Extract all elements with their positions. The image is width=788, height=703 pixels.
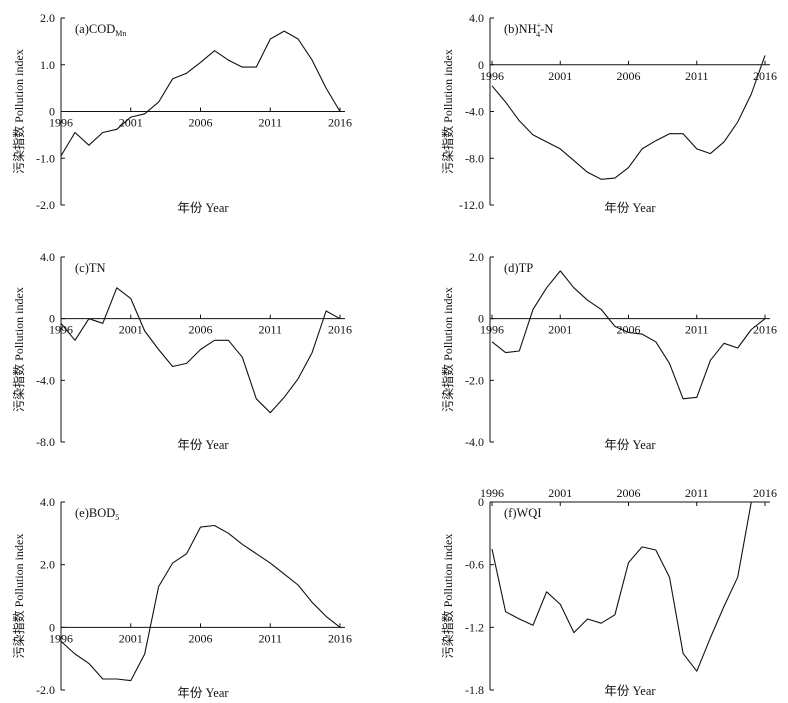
y-tick-label: -12.0 (459, 198, 484, 212)
y-tick-label: 4.0 (469, 11, 484, 25)
x-axis-title: 年份 Year (604, 684, 656, 698)
y-tick-label: 0 (478, 495, 484, 509)
x-tick-label: 2011 (685, 323, 709, 337)
panel-label: (a)CODMn (75, 22, 126, 38)
series-line (60, 524, 341, 682)
y-axis-title: 污染指数 Pollution index (440, 287, 455, 412)
panel-label: (b)NH+ 4-N (504, 21, 553, 39)
panel-a-cod-mn: 2.0 1.0 0 -1.0 -2.0 1996 2001 2006 2011 2016 (a)CO… (11, 11, 352, 215)
y-axis-title: 污染指数 Pollution index (440, 49, 455, 174)
x-axis-title: 年份 Year (177, 438, 229, 452)
x-tick-label: 1996 (49, 116, 73, 130)
y-axis-title: 污染指数 Pollution index (11, 49, 26, 174)
x-tick-label: 2016 (753, 486, 777, 500)
series-line (491, 270, 766, 400)
x-tick-label: 2016 (753, 323, 777, 337)
x-tick-label: 2011 (258, 323, 282, 337)
x-axis-title: 年份 Year (604, 201, 656, 215)
y-tick-label: -2.0 (36, 198, 55, 212)
y-tick-label: 0 (49, 312, 55, 326)
y-tick-label: -1.0 (36, 151, 55, 165)
y-tick-label: -4.0 (465, 105, 484, 119)
y-tick-label: 4.0 (40, 250, 55, 264)
y-tick-label: -0.6 (465, 558, 484, 572)
panel-e-bod5: 4.0 2.0 0 -2.0 1996 2001 2006 2011 2016 (e)BOD5 年份… (11, 495, 352, 700)
y-tick-label: -8.0 (36, 435, 55, 449)
x-tick-label: 1996 (480, 323, 504, 337)
x-tick-label: 2011 (685, 69, 709, 83)
series-line (491, 55, 766, 180)
x-tick-label: 2001 (548, 69, 572, 83)
x-tick-label: 2006 (189, 116, 213, 130)
x-tick-label: 2006 (189, 323, 213, 337)
x-tick-label: 2006 (617, 486, 641, 500)
panel-label: (d)TP (504, 261, 533, 275)
y-tick-label: 4.0 (40, 495, 55, 509)
x-tick-label: 2016 (328, 323, 352, 337)
y-tick-label: -4.0 (465, 435, 484, 449)
x-tick-label: 2001 (548, 486, 572, 500)
x-tick-label: 1996 (480, 69, 504, 83)
panel-label: (c)TN (75, 261, 106, 275)
y-tick-label: 2.0 (469, 250, 484, 264)
x-tick-label: 2001 (119, 631, 143, 645)
x-tick-label: 2016 (328, 631, 352, 645)
x-tick-label: 2001 (119, 116, 143, 130)
x-tick-label: 1996 (49, 323, 73, 337)
series-line (60, 287, 341, 414)
y-tick-label: 0 (478, 312, 484, 326)
series-line (491, 501, 765, 672)
y-tick-label: -8.0 (465, 151, 484, 165)
series-line (60, 30, 341, 157)
x-tick-label: 2016 (328, 116, 352, 130)
y-tick-label: 0 (478, 58, 484, 72)
x-tick-label: 1996 (480, 486, 504, 500)
x-tick-label: 2001 (119, 323, 143, 337)
x-tick-label: 2001 (548, 323, 572, 337)
y-tick-label: -2.0 (465, 373, 484, 387)
x-tick-label: 1996 (49, 631, 73, 645)
y-axis-title: 污染指数 Pollution index (440, 534, 455, 659)
x-axis-title: 年份 Year (177, 686, 229, 700)
y-tick-label: -1.8 (465, 683, 484, 697)
x-tick-label: 2006 (189, 631, 213, 645)
x-tick-label: 2011 (685, 486, 709, 500)
x-tick-label: 2006 (617, 323, 641, 337)
x-axis-title: 年份 Year (177, 201, 229, 215)
y-tick-label: 2.0 (40, 558, 55, 572)
x-tick-label: 2011 (258, 631, 282, 645)
y-tick-label: 0 (49, 620, 55, 634)
panel-d-tp: 2.0 0 -2.0 -4.0 1996 2001 2006 2011 2016 (d)TP 年份 … (440, 250, 777, 452)
y-tick-label: 2.0 (40, 11, 55, 25)
y-tick-label: 0 (49, 105, 55, 119)
y-tick-label: 1.0 (40, 58, 55, 72)
y-tick-label: -2.0 (36, 683, 55, 697)
panel-label: (e)BOD5 (75, 506, 119, 522)
y-tick-label: -4.0 (36, 373, 55, 387)
x-tick-label: 2011 (258, 116, 282, 130)
panel-f-wqi: 0 -0.6 -1.2 -1.8 1996 2001 2006 2011 2016 (f)WQI 年… (440, 486, 777, 698)
panel-label: (f)WQI (504, 506, 541, 520)
panel-c-tn: 4.0 0 -4.0 -8.0 1996 2001 2006 2011 2016 (c)TN 年份 … (11, 250, 352, 452)
x-tick-label: 2006 (617, 69, 641, 83)
x-axis-title: 年份 Year (604, 438, 656, 452)
y-axis-title: 污染指数 Pollution index (11, 287, 26, 412)
y-tick-label: -1.2 (465, 620, 484, 634)
y-axis-title: 污染指数 Pollution index (11, 534, 26, 659)
